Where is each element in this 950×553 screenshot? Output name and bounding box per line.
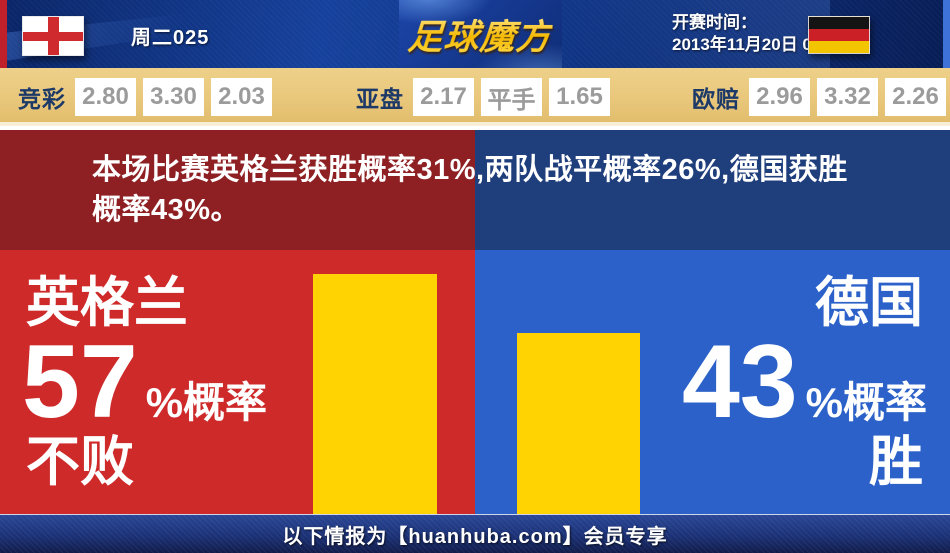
home-team-name: 英格兰 <box>26 273 188 333</box>
home-probability-bar <box>313 274 437 514</box>
header-right-blue-stripe <box>943 0 950 68</box>
away-team-name: 德国 <box>815 273 923 333</box>
odds-value-box: 2.96 <box>749 78 810 116</box>
odds-value-box: 3.32 <box>817 78 878 116</box>
odds-value-box: 2.03 <box>211 78 272 116</box>
home-summary-background <box>0 130 475 250</box>
odds-value-box: 3.30 <box>143 78 204 116</box>
kickoff-time-block: 开赛时间： 2013年11月20日 04:00 <box>672 12 846 56</box>
away-summary-background <box>475 130 950 250</box>
kickoff-datetime: 2013年11月20日 04:00 <box>672 35 846 54</box>
footer-watermark-text: 以下情报为【huanhuba.com】会员专享 <box>282 525 668 548</box>
odds-group-jingcai: 竞彩 2.80 3.30 2.03 <box>18 68 272 126</box>
logo-panel: 足球魔方 <box>399 0 562 68</box>
germany-flag-icon <box>808 16 870 54</box>
header-bar: 周二025 足球魔方 开赛时间： 2013年11月20日 04:00 <box>0 0 950 68</box>
odds-value-box: 2.26 <box>885 78 946 116</box>
odds-group-oupei: 欧赔 2.96 3.32 2.26 <box>692 68 946 126</box>
odds-value-box: 平手 <box>481 78 542 116</box>
footer-bar: 以下情报为【huanhuba.com】会员专享 <box>0 514 950 553</box>
home-percent-suffix: %概率 <box>145 379 268 426</box>
prediction-area: 本场比赛英格兰获胜概率31%,两队战平概率26%,德国获胜概率43%。 英格兰 … <box>0 130 950 514</box>
kickoff-label: 开赛时间： <box>672 13 757 32</box>
odds-group-yapan: 亚盘 2.17 平手 1.65 <box>356 68 610 126</box>
odds-value-box: 1.65 <box>549 78 610 116</box>
site-logo: 足球魔方 <box>407 9 555 60</box>
odds-band: 竞彩 2.80 3.30 2.03 亚盘 2.17 平手 1.65 欧赔 2.9… <box>0 68 950 126</box>
header-left-red-stripe <box>0 0 7 68</box>
odds-value-box: 2.80 <box>75 78 136 116</box>
away-outcome-label: 胜 <box>869 432 923 492</box>
probability-summary-text: 本场比赛英格兰获胜概率31%,两队战平概率26%,德国获胜概率43%。 <box>92 154 848 226</box>
england-flag-icon <box>22 16 84 56</box>
home-outcome-label: 不败 <box>26 432 134 492</box>
away-probability-bar <box>517 333 640 514</box>
away-percent-value: 43 <box>681 324 798 440</box>
home-percent-row: 57 %概率 <box>22 330 267 434</box>
match-code: 周二025 <box>131 27 210 49</box>
odds-label: 欧赔 <box>692 86 740 112</box>
odds-label: 亚盘 <box>356 86 404 112</box>
away-percent-row: 43 %概率 <box>682 330 927 434</box>
odds-label: 竞彩 <box>18 86 66 112</box>
away-percent-suffix: %概率 <box>805 379 927 426</box>
home-percent-value: 57 <box>22 324 138 440</box>
odds-value-box: 2.17 <box>413 78 474 116</box>
